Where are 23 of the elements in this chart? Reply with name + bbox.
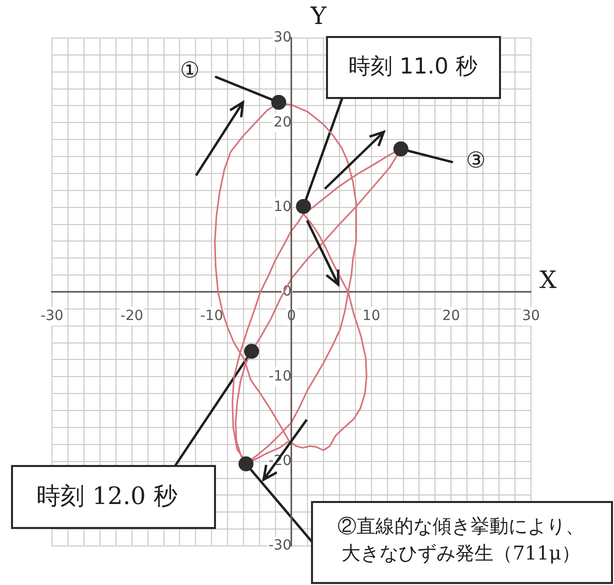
y-tick-label: -30 (268, 538, 292, 554)
x-tick-label: -10 (200, 308, 224, 324)
point (393, 141, 408, 156)
annotation: ① (180, 58, 200, 84)
point (238, 456, 254, 472)
x-tick-label: -30 (40, 308, 64, 324)
y-axis-title: Y (310, 2, 328, 30)
x-tick-label: 30 (522, 308, 540, 324)
annotation: 時刻 11.0 秒 (348, 54, 478, 80)
annotation: ③ (466, 148, 486, 174)
y-tick-label: 30 (274, 30, 292, 46)
annotation: 時刻 12.0 秒 (36, 482, 178, 510)
y-tick-label: 20 (274, 114, 292, 130)
x-tick-label: -20 (120, 308, 144, 324)
x-axis-title: X (539, 266, 557, 294)
y-tick-label: 10 (274, 198, 292, 215)
point (296, 198, 311, 214)
y-tick-label: -10 (268, 368, 292, 384)
point (244, 344, 260, 359)
annotation: ②直線的な傾き挙動により、大きなひずみ発生（711μ） (338, 515, 584, 564)
point (271, 94, 286, 110)
x-tick-label: 20 (442, 308, 460, 324)
x-tick-label: 10 (362, 308, 380, 324)
